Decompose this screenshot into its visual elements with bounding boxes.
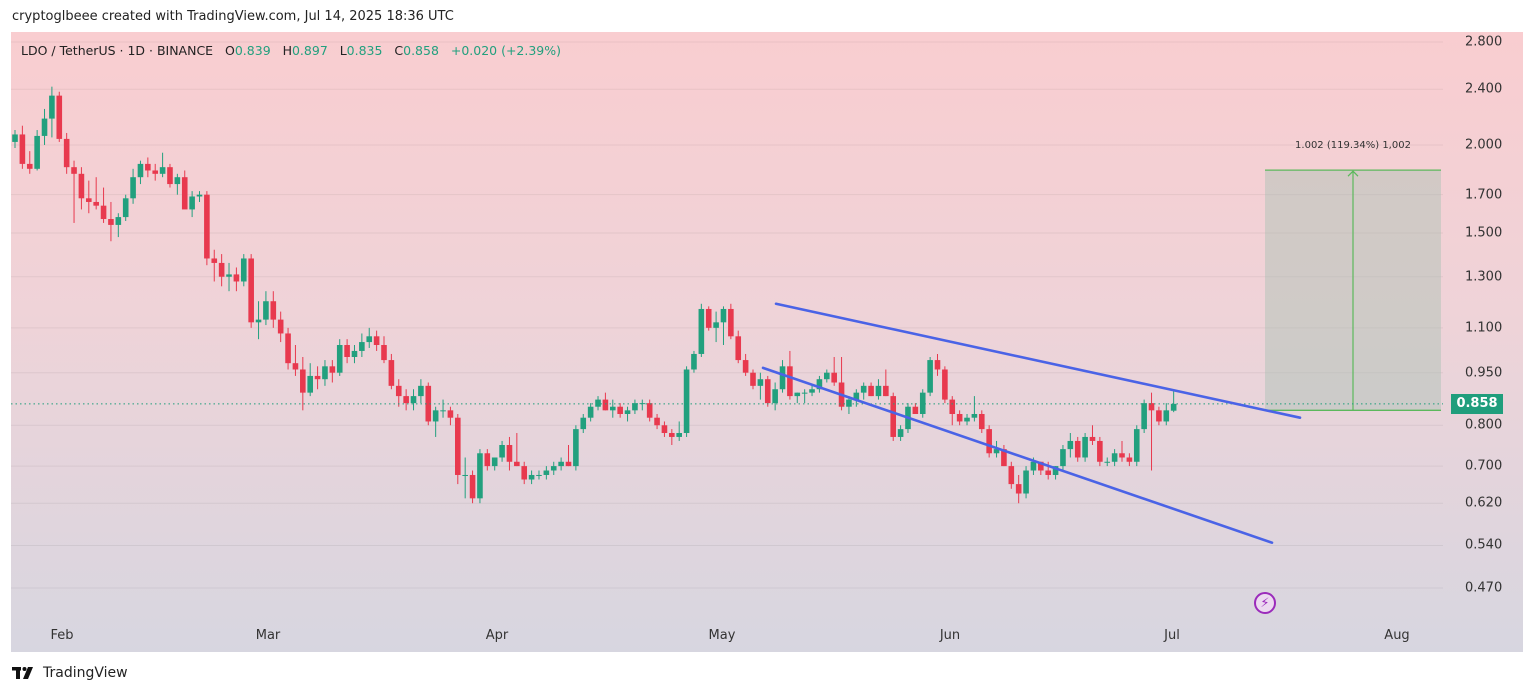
price-tick: 0.950 <box>1465 365 1503 381</box>
price-tick: 1.700 <box>1465 187 1503 203</box>
high-value: 0.897 <box>291 43 328 58</box>
chart-area[interactable]: LDO / TetherUS · 1D · BINANCE O0.839 H0.… <box>11 32 1523 652</box>
price-tick: 1.100 <box>1465 320 1503 336</box>
chart-credit: cryptoglbeee created with TradingView.co… <box>12 9 454 24</box>
time-tick: Apr <box>485 628 509 643</box>
price-tick: 0.540 <box>1465 537 1503 553</box>
price-tick: 2.800 <box>1465 34 1503 50</box>
current-price-tag: 0.858 <box>1451 393 1503 414</box>
open-value: 0.839 <box>234 43 271 58</box>
time-axis[interactable]: Feb Mar Apr May Jun Jul Aug <box>11 624 1443 652</box>
time-tick: Feb <box>50 628 74 643</box>
tradingview-logo-icon <box>12 667 33 679</box>
close-value: 0.858 <box>403 43 439 58</box>
change-value: +0.020 (+2.39%) <box>450 43 562 58</box>
price-tick: 0.620 <box>1465 495 1503 511</box>
price-tick: 1.500 <box>1465 225 1503 241</box>
candlestick-plot[interactable] <box>11 32 1443 652</box>
time-tick: Jul <box>1164 628 1180 643</box>
time-tick: May <box>708 628 736 643</box>
symbol-name: LDO / TetherUS · 1D · BINANCE <box>21 43 214 58</box>
footer-brand: TradingView <box>43 665 128 681</box>
measure-label: 1.002 (119.34%) 1,002 <box>1295 140 1411 152</box>
low-value: 0.835 <box>346 43 383 58</box>
price-tick: 2.000 <box>1465 137 1503 153</box>
footer-logo[interactable]: TradingView <box>12 665 128 681</box>
price-tick: 2.400 <box>1465 81 1503 97</box>
price-tick: 1.300 <box>1465 269 1503 285</box>
price-tick: 0.800 <box>1465 417 1503 433</box>
time-tick: Aug <box>1384 628 1410 643</box>
lightning-icon[interactable]: ⚡ <box>1254 592 1276 614</box>
time-tick: Jun <box>939 628 961 643</box>
price-tick: 0.700 <box>1465 458 1503 474</box>
time-tick: Mar <box>255 628 281 643</box>
symbol-legend: LDO / TetherUS · 1D · BINANCE O0.839 H0.… <box>21 43 562 58</box>
price-tick: 0.470 <box>1465 580 1503 596</box>
price-axis[interactable]: 2.800 2.400 2.000 1.700 1.500 1.300 1.100 0.950… <box>1443 32 1523 652</box>
